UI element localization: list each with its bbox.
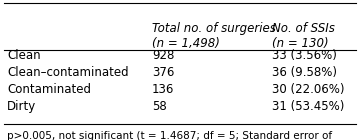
Text: Clean: Clean [7, 49, 41, 62]
Text: 31 (53.45%): 31 (53.45%) [272, 100, 344, 113]
Text: 58: 58 [152, 100, 167, 113]
Text: 30 (22.06%): 30 (22.06%) [272, 83, 344, 96]
Text: 136: 136 [152, 83, 174, 96]
Text: Dirty: Dirty [7, 100, 36, 113]
Text: 33 (3.56%): 33 (3.56%) [272, 49, 337, 62]
Text: p>0.005, not significant (t = 1.4687; df = 5; Standard error of
difference = 232: p>0.005, not significant (t = 1.4687; df… [7, 131, 332, 140]
Text: Total no. of surgeries
(n = 1,498): Total no. of surgeries (n = 1,498) [152, 22, 276, 50]
Text: No. of SSIs
(n = 130): No. of SSIs (n = 130) [272, 22, 334, 50]
Text: Clean–contaminated: Clean–contaminated [7, 66, 129, 79]
Text: 36 (9.58%): 36 (9.58%) [272, 66, 337, 79]
Text: Contaminated: Contaminated [7, 83, 91, 96]
Text: 376: 376 [152, 66, 174, 79]
Text: 928: 928 [152, 49, 174, 62]
